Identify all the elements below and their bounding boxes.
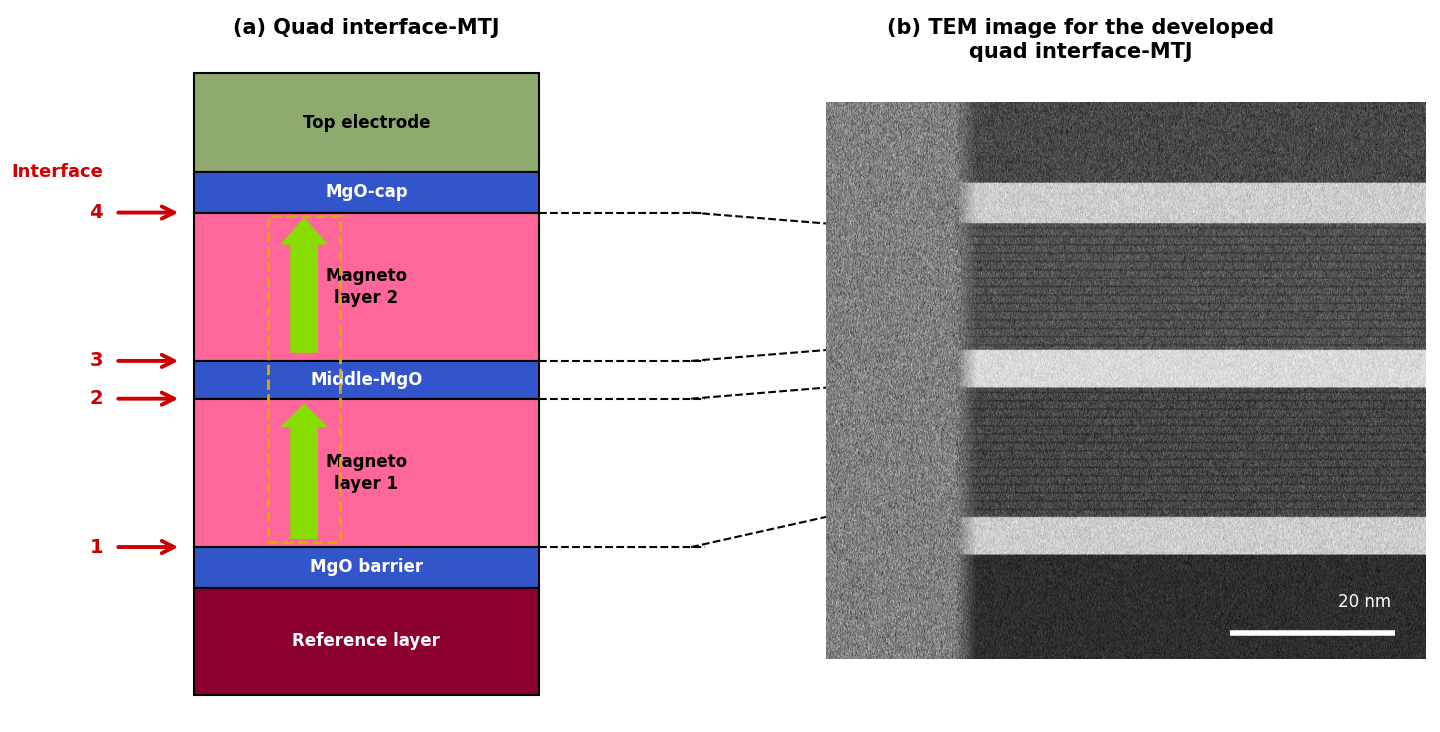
- Text: 2: 2: [89, 389, 104, 408]
- Bar: [268, 216, 340, 542]
- Text: MgO-cap: MgO-cap: [325, 183, 408, 201]
- Text: MgO barrier: MgO barrier: [310, 559, 423, 576]
- Text: 3: 3: [89, 351, 104, 370]
- Bar: [193, 73, 539, 172]
- FancyArrow shape: [282, 405, 327, 538]
- Bar: [193, 547, 539, 588]
- Bar: [193, 361, 539, 399]
- Text: Magneto
layer 2: Magneto layer 2: [325, 266, 408, 307]
- Text: (b) TEM image for the developed
quad interface-MTJ: (b) TEM image for the developed quad int…: [887, 18, 1274, 61]
- Text: 4: 4: [89, 203, 104, 222]
- Text: 20 nm: 20 nm: [1338, 593, 1391, 611]
- Text: Middle-MgO: Middle-MgO: [310, 371, 422, 389]
- Text: 1: 1: [89, 537, 104, 556]
- Bar: [193, 399, 539, 547]
- Text: Magneto
layer 1: Magneto layer 1: [325, 453, 408, 493]
- Text: Top electrode: Top electrode: [302, 113, 431, 132]
- FancyArrow shape: [282, 218, 327, 352]
- Text: Interface: Interface: [12, 163, 104, 182]
- Bar: [193, 212, 539, 361]
- Text: Reference layer: Reference layer: [292, 632, 441, 651]
- Bar: [193, 588, 539, 695]
- Text: (a) Quad interface-MTJ: (a) Quad interface-MTJ: [233, 18, 500, 38]
- Bar: [193, 172, 539, 212]
